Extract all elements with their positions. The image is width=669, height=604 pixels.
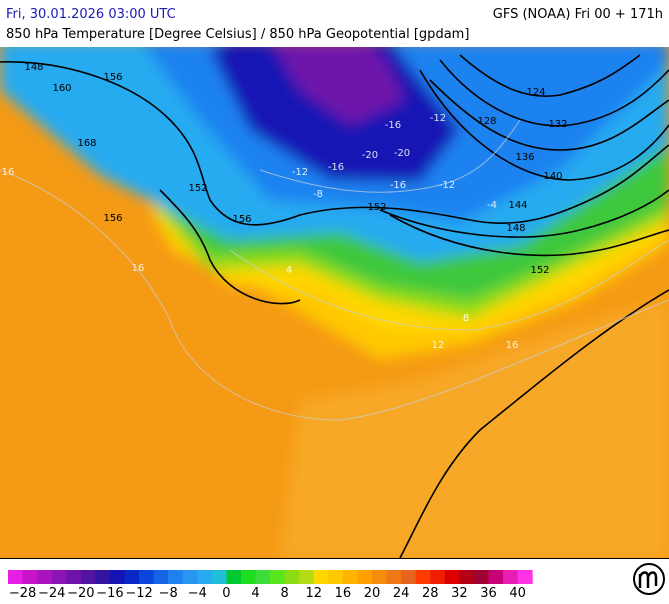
geopotential-label: 156 (103, 72, 122, 83)
colorbar-label: 24 (393, 586, 410, 600)
color-swatch (211, 570, 227, 584)
temperature-label: -12 (430, 113, 446, 124)
color-swatch (66, 570, 82, 584)
colorbar-label: −16 (96, 586, 123, 600)
colorbar-label: 32 (451, 586, 468, 600)
model-run: GFS (NOAA) Fri 00 + 171h (493, 7, 663, 22)
temperature-label: 16 (2, 167, 15, 178)
color-swatch (37, 570, 53, 584)
geopotential-label: 156 (103, 213, 122, 224)
color-swatch (109, 570, 125, 584)
colorbar-label: −20 (67, 586, 94, 600)
color-swatch (357, 570, 373, 584)
geopotential-contours (0, 54, 669, 558)
temperature-label: 12 (432, 340, 445, 351)
colorbar-label: −24 (38, 586, 65, 600)
color-swatch (372, 570, 388, 584)
color-swatch (503, 570, 519, 584)
color-swatch (342, 570, 358, 584)
geopotential-label: 152 (530, 265, 549, 276)
logo (633, 563, 665, 595)
colorbar-label: 28 (422, 586, 439, 600)
geopotential-label: 132 (548, 119, 567, 130)
color-swatch (386, 570, 402, 584)
colorbar-label: 20 (364, 586, 381, 600)
color-swatch (430, 570, 446, 584)
colorbar-label: 4 (251, 586, 259, 600)
colorbar-label: 0 (222, 586, 230, 600)
color-swatch (459, 570, 475, 584)
colorbar-label: 16 (335, 586, 352, 600)
color-swatch (270, 570, 286, 584)
color-swatch (240, 570, 257, 584)
color-swatch (95, 570, 111, 584)
temperature-label: -4 (487, 200, 497, 211)
color-swatch (80, 570, 96, 584)
temperature-label: -8 (313, 189, 323, 200)
color-swatch (124, 570, 140, 584)
temperature-label: -16 (390, 180, 406, 191)
geopotential-label: 144 (508, 200, 527, 211)
colorbar-label: 12 (305, 586, 322, 600)
color-swatch (8, 570, 24, 584)
contour-labels: 148 160 156 168 152 156 156 124 128 132 … (2, 62, 568, 351)
geopotential-label: 156 (232, 214, 251, 225)
color-swatch (139, 570, 155, 584)
temperature-label: 16 (132, 263, 145, 274)
temperature-label: 16 (506, 340, 519, 351)
color-swatch (226, 570, 242, 584)
geopotential-label: 140 (543, 171, 562, 182)
temperature-label: -16 (385, 120, 401, 131)
colorbar: −28 −24 −20 −16 −12 −8 −4 0 4 8 12 16 20 24 28 32 36 40 (8, 570, 533, 601)
geopotential-label: 136 (515, 152, 534, 163)
geopotential-label: 148 (506, 223, 525, 234)
geopotential-label: 148 (24, 62, 43, 73)
color-swatch (299, 570, 315, 584)
color-swatch (51, 570, 67, 584)
color-swatch (444, 570, 460, 584)
map-title: 850 hPa Temperature [Degree Celsius] / 8… (6, 27, 469, 42)
color-swatch (328, 570, 344, 584)
geopotential-label: 124 (526, 87, 545, 98)
color-swatch (488, 570, 504, 584)
map: 148 160 156 168 152 156 156 124 128 132 … (0, 47, 669, 558)
color-swatch (197, 570, 213, 584)
colorbar-label: −12 (125, 586, 152, 600)
datetime: Fri, 30.01.2026 03:00 UTC (6, 7, 176, 22)
temperature-label: -20 (362, 150, 378, 161)
color-swatch (153, 570, 169, 584)
color-swatch (401, 570, 417, 584)
colorbar-label: −28 (9, 586, 36, 600)
color-swatch (284, 570, 300, 584)
temperature-label: 4 (286, 265, 292, 276)
geopotential-label: 160 (52, 83, 71, 94)
colorbar-label: 8 (280, 586, 288, 600)
geopotential-label: 152 (367, 202, 386, 213)
colorbar-label: 40 (509, 586, 526, 600)
colorbar-label: −8 (159, 586, 178, 600)
color-swatch (255, 570, 271, 584)
temperature-contours (0, 119, 669, 421)
geopotential-label: 152 (188, 183, 207, 194)
colorbar-label: 36 (480, 586, 497, 600)
color-swatch (313, 570, 329, 584)
temperature-label: 8 (463, 313, 469, 324)
temperature-label: -12 (292, 167, 308, 178)
temperature-label: -12 (439, 180, 455, 191)
temperature-label: -20 (394, 148, 410, 159)
color-swatch (168, 570, 184, 584)
color-swatch (473, 570, 489, 584)
geopotential-label: 168 (77, 138, 96, 149)
color-swatch (517, 570, 533, 584)
colorbar-label: −4 (188, 586, 207, 600)
temperature-label: -16 (328, 162, 344, 173)
geopotential-label: 128 (477, 116, 496, 127)
color-swatch (182, 570, 198, 584)
color-swatch (415, 570, 431, 584)
color-swatch (22, 570, 38, 584)
